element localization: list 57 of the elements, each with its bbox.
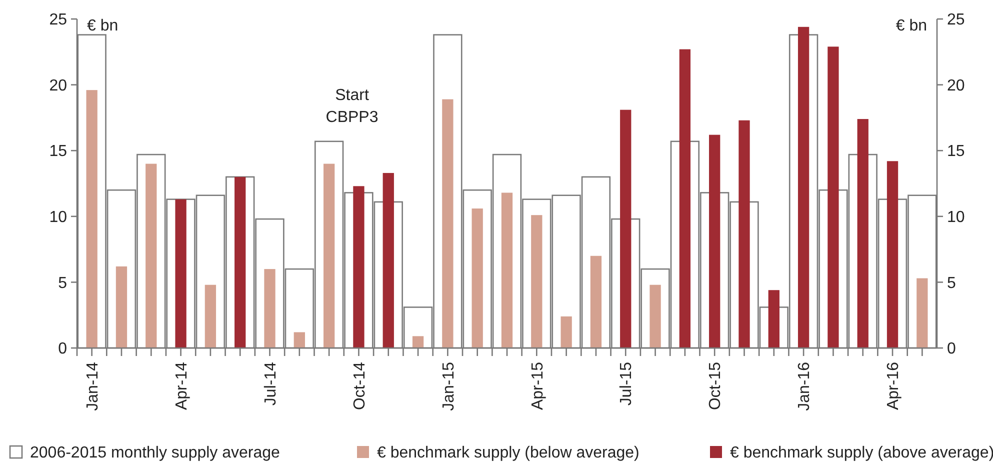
x-tick-label: Jul-15 <box>618 362 636 406</box>
bar <box>412 336 424 348</box>
bar <box>204 284 216 348</box>
bar <box>501 192 513 348</box>
y-tick-label: 25 <box>49 12 68 29</box>
bar <box>620 110 632 348</box>
annotation: Start CBPP3 <box>326 87 378 126</box>
bar <box>768 290 780 348</box>
x-tick-label: Jan-15 <box>440 362 458 411</box>
bar <box>828 46 839 348</box>
y2-axis-title: € bn <box>896 18 927 35</box>
y-tick-label: 10 <box>49 209 68 226</box>
bar <box>116 266 128 348</box>
bar <box>294 332 305 348</box>
bar <box>382 172 394 348</box>
bar <box>798 26 810 348</box>
bar <box>86 90 98 348</box>
bar <box>738 120 750 348</box>
x-tick-label: Apr-14 <box>173 362 190 410</box>
bar <box>560 316 572 348</box>
bar <box>175 199 186 348</box>
y2-tick-label: 15 <box>947 143 965 160</box>
bar <box>650 284 661 348</box>
x-tick-label: Apr-15 <box>529 362 546 410</box>
y2-tick-label: 10 <box>947 209 965 226</box>
bar <box>146 164 157 348</box>
bar <box>531 215 542 348</box>
x-tick-label: Oct-15 <box>707 362 724 410</box>
legend-label: 2006-2015 monthly supply average <box>30 444 280 462</box>
bar <box>323 164 335 348</box>
y-axis-title: € bn <box>87 18 118 35</box>
bar <box>472 208 483 348</box>
bar <box>886 161 898 348</box>
y-tick-label: 0 <box>58 340 68 358</box>
bar <box>234 176 246 348</box>
x-tick-label: Apr-16 <box>885 362 902 410</box>
legend-label: € benchmark supply (above average) <box>730 444 993 462</box>
bar <box>442 99 454 348</box>
y-tick-label: 20 <box>49 77 68 94</box>
y2-tick-label: 25 <box>947 12 965 29</box>
bar <box>679 49 691 348</box>
y2-tick-label: 5 <box>947 274 956 292</box>
bar <box>353 186 364 348</box>
bar <box>916 278 928 348</box>
x-tick-label: Jan-14 <box>84 362 102 411</box>
y-tick-label: 5 <box>58 274 68 292</box>
y-tick-label: 15 <box>49 143 68 160</box>
x-tick-label: Oct-14 <box>351 362 368 410</box>
x-tick-label: Jan-16 <box>796 362 814 411</box>
legend-label: € benchmark supply (below average) <box>377 444 640 462</box>
bar <box>264 269 276 348</box>
bar <box>857 119 868 348</box>
y2-tick-label: 0 <box>947 340 956 358</box>
bar <box>590 256 602 348</box>
x-tick-label: Jul-14 <box>262 362 280 406</box>
y2-tick-label: 20 <box>947 77 965 94</box>
bar <box>709 134 720 348</box>
